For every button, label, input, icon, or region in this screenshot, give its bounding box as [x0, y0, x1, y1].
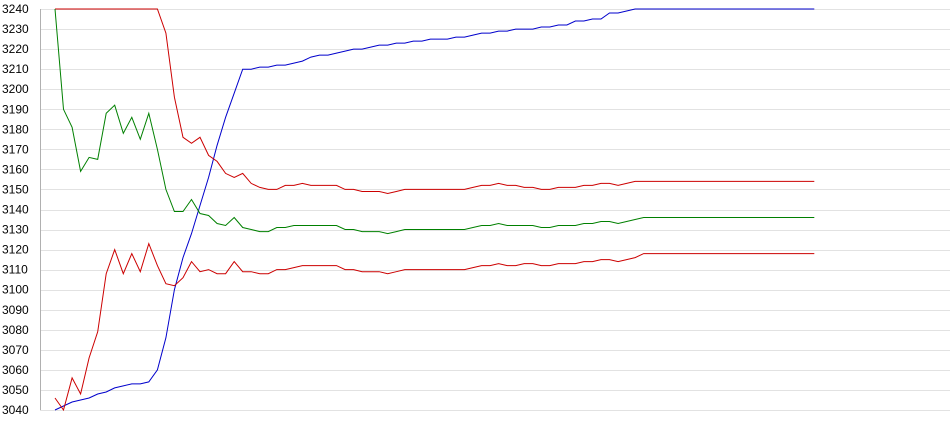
- y-tick-label: 3200: [2, 82, 29, 96]
- y-tick-label: 3170: [2, 142, 29, 156]
- series-lines: [54, 8, 815, 412]
- series-line-3: [54, 8, 815, 235]
- y-tick-label: 3100: [2, 283, 29, 297]
- y-tick-label: 3040: [2, 403, 29, 417]
- y-tick-label: 3120: [2, 243, 29, 257]
- series-line-1: [54, 8, 815, 411]
- y-tick-label: 3190: [2, 102, 29, 116]
- y-tick-label: 3150: [2, 182, 29, 196]
- y-tick-label: 3060: [2, 363, 29, 377]
- y-tick-label: 3230: [2, 22, 29, 36]
- series-line-2: [55, 8, 815, 195]
- y-tick-label: 3110: [2, 263, 28, 277]
- y-tick-label: 3180: [2, 122, 29, 136]
- y-tick-label: 3090: [2, 303, 29, 317]
- gridlines: [40, 9, 950, 411]
- y-tick-label: 3160: [2, 162, 29, 176]
- y-tick-label: 3080: [2, 323, 29, 337]
- y-tick-label: 3050: [2, 383, 29, 397]
- y-axis-tick-labels: 3240 3230 3220 3210 3200 3190 3180 3170 3160 3150…: [2, 2, 29, 417]
- series-line-4: [54, 242, 815, 412]
- y-tick-label: 3140: [2, 203, 29, 217]
- y-tick-label: 3070: [2, 343, 29, 357]
- y-tick-label: 3240: [2, 2, 29, 16]
- y-tick-label: 3220: [2, 42, 29, 56]
- y-tick-label: 3210: [2, 62, 29, 76]
- y-tick-label: 3130: [2, 223, 29, 237]
